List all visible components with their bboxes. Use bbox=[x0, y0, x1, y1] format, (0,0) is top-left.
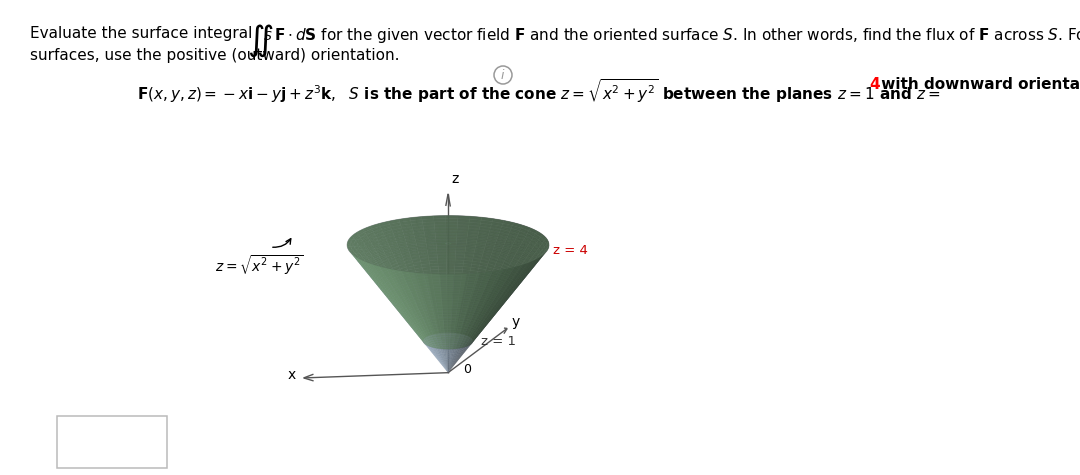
Text: 4: 4 bbox=[869, 77, 879, 92]
Text: $z = \sqrt{x^2+y^2}$: $z = \sqrt{x^2+y^2}$ bbox=[215, 253, 303, 277]
Text: with downward orientation: with downward orientation bbox=[876, 77, 1080, 92]
Text: $S$: $S$ bbox=[264, 30, 272, 43]
Text: surfaces, use the positive (outward) orientation.: surfaces, use the positive (outward) ori… bbox=[30, 48, 400, 63]
Text: $\mathbf{F}(x, y, z) = -x\mathbf{i} - y\mathbf{j} + z^3\mathbf{k},$  $S$ is the : $\mathbf{F}(x, y, z) = -x\mathbf{i} - y\… bbox=[137, 77, 941, 105]
Text: $i$: $i$ bbox=[500, 68, 505, 82]
Text: $\mathbf{F} \cdot d\mathbf{S}$ for the given vector field $\mathbf{F}$ and the o: $\mathbf{F} \cdot d\mathbf{S}$ for the g… bbox=[274, 26, 1080, 45]
Text: $\iint$: $\iint$ bbox=[247, 23, 273, 59]
Text: Evaluate the surface integral: Evaluate the surface integral bbox=[30, 26, 253, 41]
FancyBboxPatch shape bbox=[57, 416, 167, 468]
FancyArrowPatch shape bbox=[273, 239, 291, 247]
